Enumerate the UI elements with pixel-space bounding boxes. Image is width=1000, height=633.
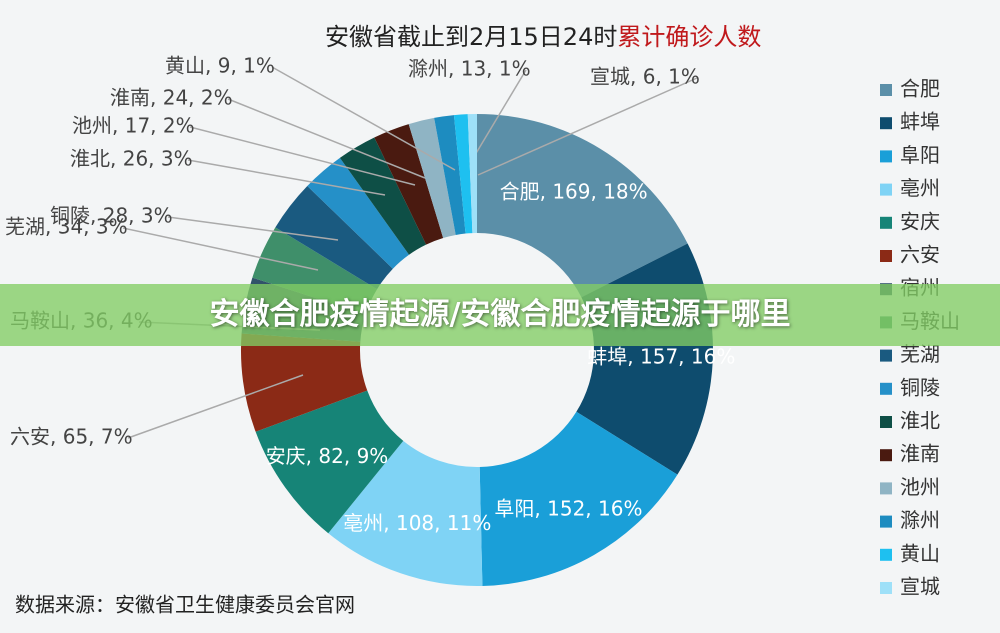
slice	[328, 440, 483, 586]
slice	[479, 411, 678, 586]
data-label: 亳州, 108, 11%	[343, 511, 491, 535]
banner: 安徽合肥疫情起源/安徽合肥疫情起源于哪里	[0, 284, 1000, 346]
data-label: 滁州, 13, 1%	[408, 57, 531, 81]
data-label: 黄山, 9, 1%	[165, 54, 275, 78]
slice	[240, 333, 368, 432]
data-label: 合肥, 169, 18%	[500, 179, 648, 203]
data-label: 安庆, 82, 9%	[266, 444, 389, 468]
leader-line	[477, 77, 698, 176]
legend-label: 安庆	[900, 209, 940, 233]
data-label: 蚌埠, 157, 16%	[587, 345, 735, 369]
source: 数据来源：安徽省卫生健康委员会官网	[15, 593, 355, 617]
slice	[255, 390, 404, 534]
legend-swatch	[880, 582, 892, 594]
legend-label: 六安	[900, 243, 940, 267]
leader-line	[189, 126, 416, 186]
legend-swatch	[880, 482, 892, 495]
legend-swatch	[880, 150, 892, 163]
leader-line	[127, 374, 304, 439]
slice	[477, 114, 688, 298]
legend-swatch	[880, 416, 892, 428]
legend-label: 淮南	[900, 442, 940, 466]
legend-label: 蚌埠	[900, 110, 940, 134]
slice	[408, 117, 456, 239]
legend-swatch	[880, 548, 892, 561]
slice	[374, 124, 444, 245]
legend-swatch	[880, 216, 892, 229]
slice	[453, 114, 473, 234]
slice	[275, 186, 393, 290]
leader-line	[271, 66, 456, 171]
leader-line	[122, 227, 319, 271]
legend-label: 淮北	[900, 409, 940, 433]
data-label: 六安, 65, 7%	[10, 425, 133, 449]
legend-label: 亳州	[900, 176, 940, 200]
leader-line	[187, 159, 386, 196]
legend-label: 合肥	[900, 77, 940, 101]
legend-label: 宣城	[900, 575, 940, 599]
legend-swatch	[880, 449, 892, 462]
legend-label: 芜湖	[900, 342, 940, 366]
data-label: 阜阳, 152, 16%	[494, 497, 642, 521]
legend-swatch	[880, 382, 892, 395]
legend-label: 黄山	[900, 541, 940, 565]
legend-swatch	[880, 183, 892, 196]
slice	[339, 137, 427, 255]
leader-line	[227, 98, 426, 179]
legend-label: 池州	[900, 475, 940, 499]
legend-swatch	[880, 84, 892, 96]
slice	[467, 114, 477, 234]
legend-swatch	[880, 250, 892, 262]
leader-line	[167, 216, 339, 241]
data-label: 宣城, 6, 1%	[590, 65, 700, 89]
legend-swatch	[880, 515, 892, 528]
slice	[434, 115, 466, 235]
title-highlight: 累计确诊人数	[617, 23, 761, 51]
data-label: 淮南, 24, 2%	[110, 86, 233, 110]
data-label: 芜湖, 34, 3%	[5, 215, 128, 239]
legend-swatch	[880, 349, 892, 362]
data-label: 铜陵, 28, 3%	[50, 204, 173, 228]
legend-swatch	[880, 117, 892, 130]
legend-label: 阜阳	[900, 143, 940, 167]
legend-label: 滁州	[900, 508, 940, 532]
title-part: 安徽省截止到2月15日24时	[325, 23, 617, 51]
data-label: 淮北, 26, 3%	[70, 147, 193, 171]
legend-label: 铜陵	[900, 375, 940, 399]
chart-title: 安徽省截止到2月15日24时累计确诊人数	[325, 23, 761, 51]
data-label: 池州, 17, 2%	[72, 114, 195, 138]
